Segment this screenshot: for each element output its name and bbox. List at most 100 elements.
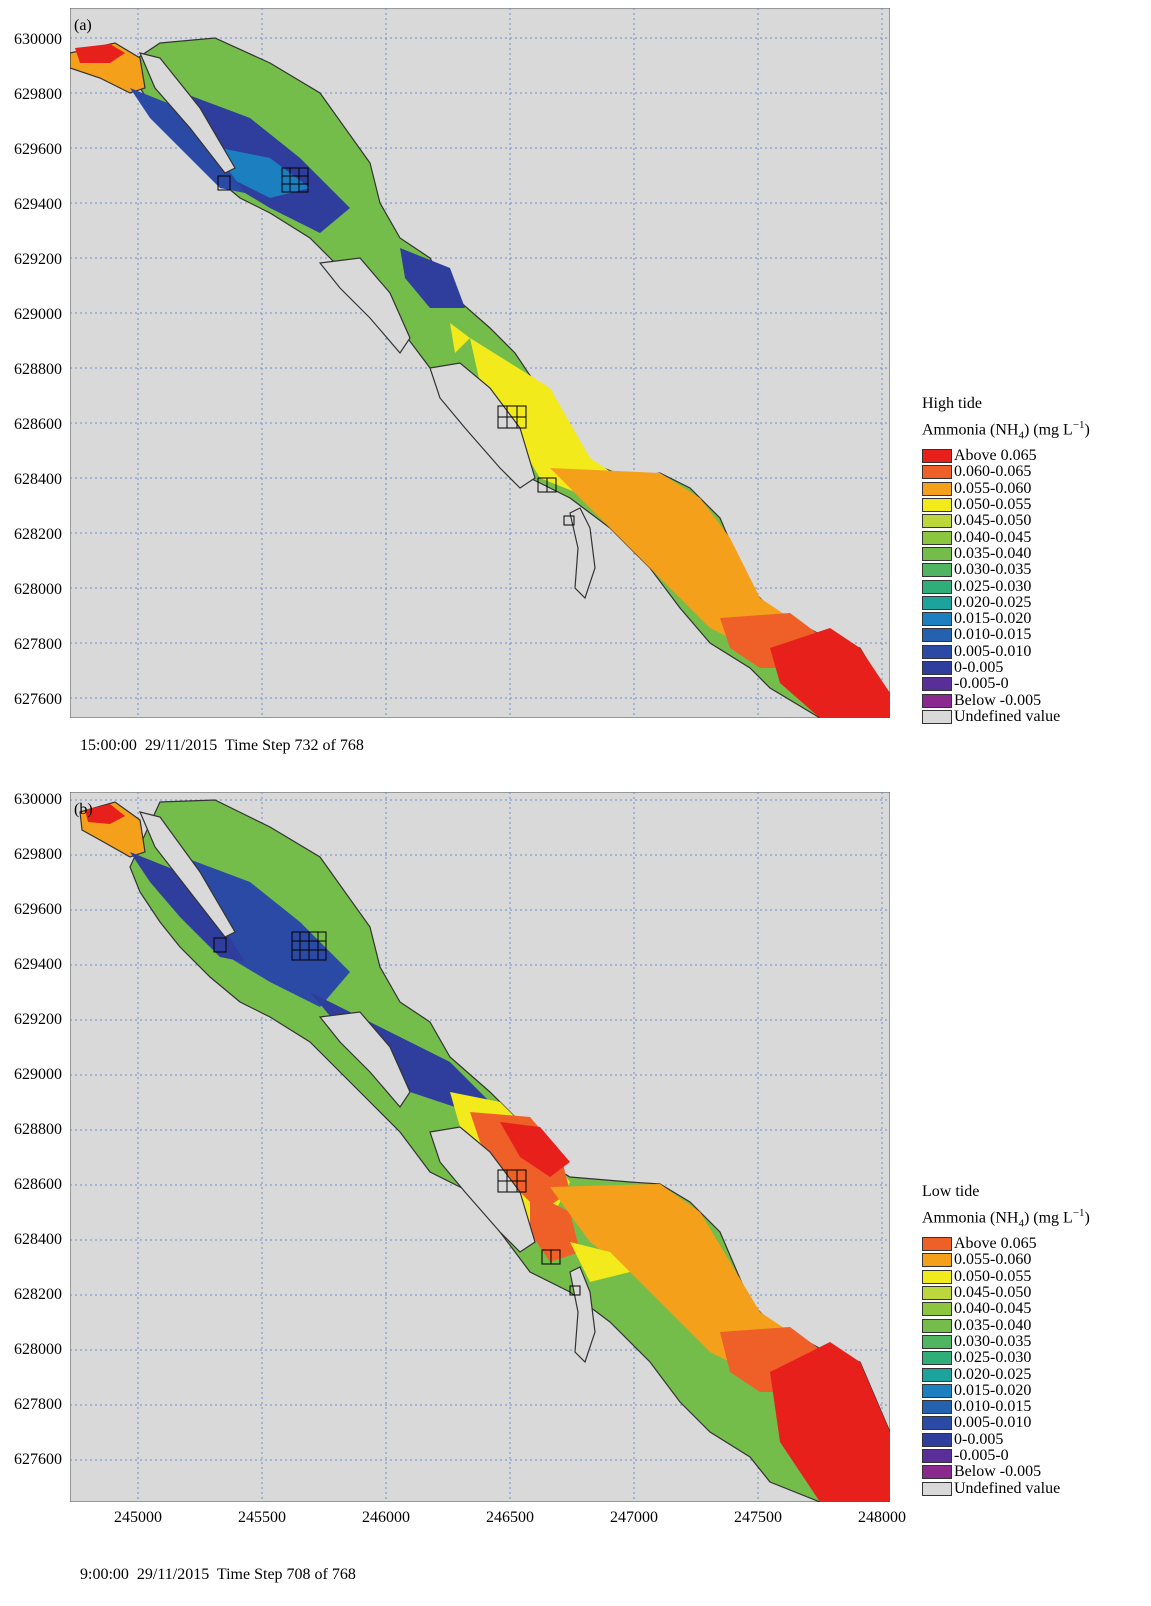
map-panel-a: (a) (70, 8, 890, 718)
x-tick-label: 246500 (486, 1509, 534, 1526)
legend-label: -0.005-0 (954, 1447, 1009, 1464)
x-tick-label: 246000 (362, 1509, 410, 1526)
legend-swatch (922, 1351, 952, 1366)
legend-item: Undefined value (922, 1480, 1060, 1496)
map-panel-b: (b) (70, 792, 890, 1502)
legend-label: -0.005-0 (954, 675, 1009, 693)
legend-label: Above 0.065 (954, 1235, 1037, 1253)
legend-swatch (922, 1302, 952, 1317)
legend-item: 0.020-0.025 (922, 593, 1060, 611)
legend-swatch (922, 498, 952, 513)
legend-label: 0.030-0.035 (954, 561, 1032, 579)
y-tick-label: 627800 (14, 1396, 62, 1413)
legend-item: 0-0.005 (922, 660, 1060, 676)
legend-swatch (922, 1465, 952, 1480)
legend-label: 0-0.005 (954, 659, 1004, 676)
legend-item: 0.055-0.060 (922, 1252, 1060, 1268)
concentration-zones (130, 88, 890, 718)
legend-swatch (922, 1481, 952, 1496)
legend-item: 0.045-0.050 (922, 513, 1060, 529)
legend-item: 0.040-0.045 (922, 529, 1060, 545)
legend-label: 0.015-0.020 (954, 1381, 1032, 1399)
y-tick-label: 628000 (14, 1341, 62, 1358)
y-tick-label: 629200 (14, 251, 62, 268)
legend-item: Above 0.065 (922, 1236, 1060, 1252)
legend-swatch (922, 1334, 952, 1349)
legend-label: 0.020-0.025 (954, 1365, 1032, 1383)
y-tick-label: 627600 (14, 1451, 62, 1468)
legend-item: Undefined value (922, 707, 1061, 725)
legend-item: 0.050-0.055 (922, 497, 1060, 513)
legend-item: 0.010-0.015 (922, 627, 1060, 643)
timestamp: 9:00:00 29/11/2015 Time Step 708 of 768 (80, 1566, 356, 1583)
legend-item: 0.015-0.020 (922, 611, 1060, 627)
y-tick-label: 628800 (14, 1121, 62, 1138)
legend-swatch (922, 1383, 952, 1398)
legend-label: 0.010-0.015 (954, 626, 1032, 644)
legend-item: 0.060-0.065 (922, 464, 1060, 480)
y-tick-label: 628400 (14, 471, 62, 488)
y-tick-label: 628200 (14, 1286, 62, 1303)
legend-item: 0.030-0.035 (922, 1333, 1060, 1350)
legend-item: 0-0.005 (922, 1430, 1060, 1448)
legend-label: 0.025-0.030 (954, 577, 1032, 595)
y-tick-label: 628400 (14, 1231, 62, 1248)
legend-swatch (922, 1432, 952, 1447)
legend-item: 0.035-0.040 (922, 545, 1060, 562)
legend-item: Below -0.005 (922, 692, 1060, 708)
x-tick-label: 248000 (858, 1509, 906, 1526)
y-tick-label: 629800 (14, 846, 62, 863)
legend-swatch (922, 1269, 952, 1284)
legend-label: 0.045-0.050 (954, 1284, 1032, 1302)
y-tick-label: 629600 (14, 901, 62, 918)
legend-item: 0.055-0.060 (922, 479, 1060, 497)
islands (138, 811, 596, 1364)
y-tick-label: 629800 (14, 86, 62, 103)
y-tick-label: 629400 (14, 196, 62, 213)
legend-item: 0.005-0.010 (922, 1415, 1060, 1431)
legend-title-variable: Ammonia (NH4) (mg L−1) (922, 419, 1090, 442)
legend-label: 0.015-0.020 (954, 610, 1032, 628)
legend-swatch (922, 628, 952, 643)
legend-label: 0-0.005 (954, 1430, 1004, 1448)
legend-swatch (922, 661, 952, 675)
y-tick-label: 627600 (14, 691, 62, 708)
y-tick-label: 628600 (14, 416, 62, 433)
legend-item: 0.035-0.040 (922, 1317, 1060, 1333)
legend-swatch (922, 546, 952, 561)
legend-item: 0.050-0.055 (922, 1267, 1060, 1285)
legend-label: 0.035-0.040 (954, 1316, 1032, 1334)
legend-label: Undefined value (954, 1479, 1061, 1497)
legend-label: Undefined value (954, 707, 1061, 725)
y-tick-label: 629200 (14, 1011, 62, 1028)
legend-label: Below -0.005 (954, 1463, 1042, 1481)
legend-item: 0.025-0.030 (922, 578, 1060, 594)
legend-label: 0.020-0.025 (954, 593, 1032, 611)
legend-swatch (922, 530, 952, 545)
legend-label: Below -0.005 (954, 691, 1042, 709)
legend-item: -0.005-0 (922, 1448, 1060, 1464)
legend-swatch (922, 612, 952, 627)
legend-label: Above 0.065 (954, 447, 1037, 465)
legend-item: 0.025-0.030 (922, 1350, 1060, 1366)
structure-grids (217, 167, 575, 526)
y-tick-label: 629600 (14, 141, 62, 158)
legend-item: 0.030-0.035 (922, 562, 1060, 578)
legend-item: -0.005-0 (922, 676, 1060, 692)
y-tick-label: 630000 (14, 31, 62, 48)
legend-swatch (922, 677, 952, 692)
legend-label: 0.040-0.045 (954, 528, 1032, 546)
x-tick-label: 245500 (238, 1509, 286, 1526)
legend-label: 0.055-0.060 (954, 479, 1032, 497)
legend-item: Above 0.065 (922, 448, 1060, 464)
y-tick-label: 629000 (14, 1066, 62, 1083)
legend-swatch (922, 465, 952, 480)
y-tick-label: 629000 (14, 306, 62, 323)
legend-item: Below -0.005 (922, 1464, 1060, 1480)
legend-label: 0.010-0.015 (954, 1398, 1032, 1416)
x-tick-label: 247500 (734, 1509, 782, 1526)
concentration-zones (130, 852, 890, 1502)
legend-label: 0.050-0.055 (954, 1267, 1032, 1285)
legend-swatch (922, 1416, 952, 1431)
legend-swatch (922, 1286, 952, 1301)
